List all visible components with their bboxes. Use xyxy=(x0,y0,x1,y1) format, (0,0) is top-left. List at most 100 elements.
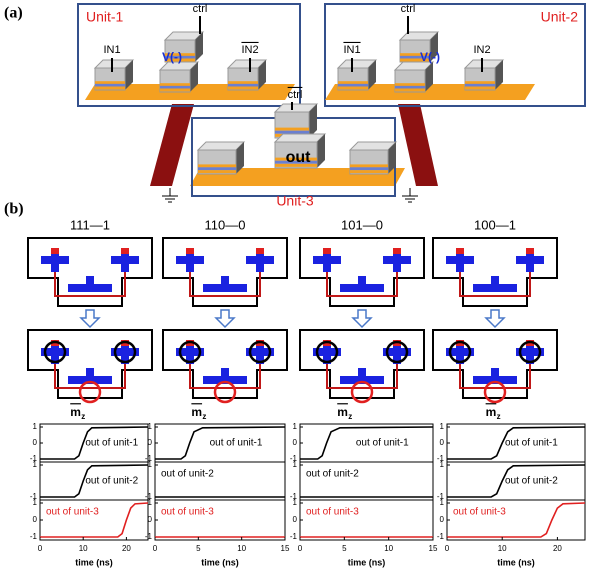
magnet-cap xyxy=(121,248,129,254)
y-tick-label: 0 xyxy=(293,515,298,524)
magnet-cap xyxy=(256,248,264,254)
block-layer xyxy=(228,84,258,87)
y-tick-label: 1 xyxy=(293,460,298,469)
x-axis-label: time (ns) xyxy=(201,557,239,567)
mz-subscript: z xyxy=(81,412,85,421)
case-label: 110—0 xyxy=(205,217,246,232)
block-top xyxy=(275,134,325,142)
y-tick-label: -1 xyxy=(290,532,298,541)
trace-label: out of unit-1 xyxy=(505,438,558,449)
block-layer xyxy=(228,81,258,84)
ground xyxy=(162,188,178,202)
y-tick-label: 0 xyxy=(440,438,445,447)
block-layer xyxy=(338,81,368,84)
panel-label: (a) xyxy=(4,5,23,22)
trace-label: out of unit-2 xyxy=(306,469,359,480)
block-layer xyxy=(465,81,495,84)
block-layer xyxy=(95,84,125,87)
block-layer xyxy=(198,167,236,170)
input-label: IN1 xyxy=(103,44,120,56)
block-layer xyxy=(160,88,190,91)
trace-label: out of unit-2 xyxy=(505,476,558,487)
leg xyxy=(398,104,438,186)
y-tick-label: 1 xyxy=(440,422,445,431)
x-tick-label: 0 xyxy=(38,544,43,553)
arrow xyxy=(486,310,504,327)
x-tick-label: 0 xyxy=(153,544,158,553)
x-tick-label: 0 xyxy=(445,544,450,553)
x-axis-label: time (ns) xyxy=(497,557,535,567)
y-tick-label: 1 xyxy=(440,498,445,507)
y-tick-label: -1 xyxy=(437,532,445,541)
block-layer xyxy=(395,83,425,86)
arrow xyxy=(81,310,99,327)
arrow xyxy=(216,310,234,327)
schematic xyxy=(78,4,585,202)
block-layer xyxy=(465,86,495,89)
magnet xyxy=(358,276,366,292)
input-label: ctrl xyxy=(193,3,208,15)
block-top xyxy=(350,142,396,150)
magnet xyxy=(86,276,94,292)
leg xyxy=(150,104,194,186)
magnet-cap xyxy=(51,248,59,254)
mz-subscript: z xyxy=(497,412,501,421)
block-layer xyxy=(275,131,309,134)
block-layer xyxy=(160,86,190,89)
trace-label: out of unit-3 xyxy=(306,507,359,518)
input-label: IN1 xyxy=(343,44,360,56)
input-label: ctrl xyxy=(401,3,416,15)
y-tick-label: 0 xyxy=(33,438,38,447)
unit-title: Unit-2 xyxy=(541,9,579,25)
x-tick-label: 5 xyxy=(342,544,347,553)
figure: (a) Unit-1 IN1 V(-) ctrl IN2 Unit-2 IN1 … xyxy=(0,0,590,572)
y-tick-label: 1 xyxy=(148,422,153,431)
block-layer xyxy=(395,86,425,89)
y-tick-label: 0 xyxy=(293,438,298,447)
case-label: 101—0 xyxy=(341,217,383,232)
mz-label: m xyxy=(486,405,497,419)
mz-subscript: z xyxy=(348,412,352,421)
trace-label: out of unit-3 xyxy=(161,507,214,518)
y-tick-label: 0 xyxy=(440,515,445,524)
input-label: V(-) xyxy=(162,50,182,64)
x-tick-label: 20 xyxy=(553,544,562,553)
x-tick-label: 10 xyxy=(384,544,393,553)
x-tick-label: 15 xyxy=(429,544,438,553)
case-label: 100—1 xyxy=(474,217,516,232)
mz-label: m xyxy=(70,405,81,419)
arrow xyxy=(353,310,371,327)
magnet-cap xyxy=(526,248,534,254)
x-tick-label: 10 xyxy=(237,544,246,553)
x-axis-label: time (ns) xyxy=(75,557,113,567)
y-tick-label: 1 xyxy=(293,498,298,507)
block-layer xyxy=(338,86,368,89)
y-tick-label: 1 xyxy=(33,422,38,431)
block-layer xyxy=(350,167,388,170)
x-tick-label: 20 xyxy=(122,544,131,553)
output-label: out xyxy=(286,149,312,166)
trace-label: out of unit-2 xyxy=(85,476,138,487)
trace-label: out of unit-2 xyxy=(161,469,214,480)
y-tick-label: 0 xyxy=(148,438,153,447)
y-tick-label: 1 xyxy=(440,460,445,469)
case-label: 111—1 xyxy=(70,217,110,232)
y-tick-label: 0 xyxy=(33,515,38,524)
unit-title: Unit-1 xyxy=(86,9,124,25)
y-tick-label: 0 xyxy=(148,515,153,524)
block-layer xyxy=(338,84,368,87)
input-label: ctrl xyxy=(288,89,303,101)
magnet-cap xyxy=(323,248,331,254)
trace-label: out of unit-3 xyxy=(453,507,506,518)
y-tick-label: 1 xyxy=(148,460,153,469)
trace-label: out of unit-3 xyxy=(46,507,99,518)
block-top xyxy=(198,142,244,150)
y-tick-label: -1 xyxy=(30,532,38,541)
x-tick-label: 0 xyxy=(298,544,303,553)
input-label: V(-) xyxy=(420,50,440,64)
block-layer xyxy=(465,84,495,87)
block-layer xyxy=(198,164,236,167)
magnet-cap xyxy=(456,248,464,254)
unit-title: Unit-3 xyxy=(276,193,314,209)
magnet xyxy=(491,276,499,292)
